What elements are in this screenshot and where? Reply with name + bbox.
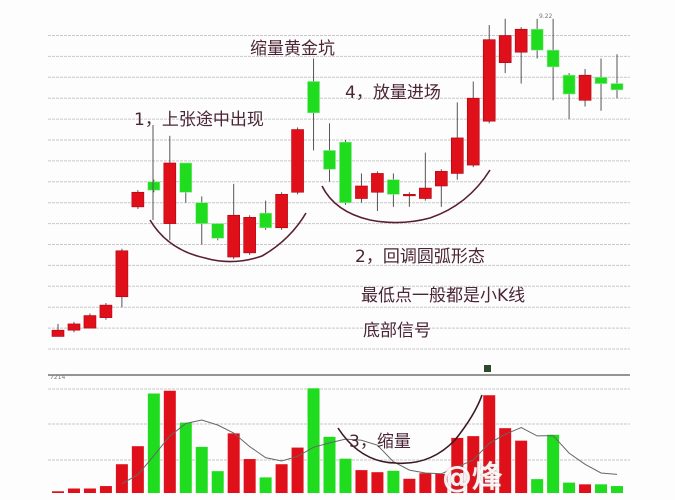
arc-pullback-2: [321, 169, 491, 224]
volume-bar: [243, 459, 256, 493]
candle-down: [147, 181, 161, 191]
top-price-label: 9.22: [539, 13, 553, 20]
volume-bar: [403, 478, 416, 493]
candle-up: [99, 304, 113, 318]
candle-down: [339, 141, 352, 203]
volume-bar: [435, 473, 448, 493]
candle-down: [307, 81, 320, 114]
candle-up: [51, 329, 65, 337]
candle-down: [387, 179, 400, 195]
candle-down: [610, 83, 624, 91]
volume-bar: [611, 486, 623, 493]
candle-up: [498, 35, 512, 63]
volume-bar: [467, 436, 480, 493]
candle-up: [67, 323, 81, 331]
candle-up: [291, 129, 304, 193]
volume-bar: [163, 390, 176, 493]
volume-bar: [451, 437, 464, 493]
watermark: @烽: [442, 460, 502, 495]
volume-bar: [259, 477, 272, 493]
volume-bar: [595, 484, 608, 493]
candle-down: [195, 202, 209, 224]
volume-bar: [147, 393, 160, 493]
volume-bar: [67, 488, 80, 493]
candle-up: [243, 217, 256, 254]
volume-bar: [291, 447, 304, 493]
volume-bar: [563, 482, 576, 493]
candle-down: [546, 49, 560, 68]
volume-bar: [131, 446, 144, 493]
volume-bar: [387, 470, 400, 493]
candle-up: [514, 28, 528, 53]
candle-up: [227, 214, 240, 258]
marker-icon: [484, 365, 491, 372]
volume-bar: [275, 464, 288, 493]
volume-moving-average-line: [121, 419, 618, 485]
annotation-step2-note1: 最低点一般都是小K线: [361, 286, 526, 306]
candle-up: [131, 191, 145, 208]
candle-up: [466, 97, 480, 166]
volume-bar: [227, 433, 240, 493]
candle-down: [530, 28, 544, 51]
volume-bar: [179, 422, 192, 493]
candle-up: [482, 39, 496, 122]
candle-up: [275, 194, 288, 229]
candle-down: [594, 77, 608, 84]
volume-bar: [419, 473, 432, 493]
candle-up: [403, 194, 416, 197]
volume-bar: [195, 446, 208, 493]
annotation-step4: 4，放量进场: [345, 83, 441, 103]
volume-bar: [99, 486, 112, 493]
candle-up: [578, 74, 592, 101]
volume-bar: [115, 464, 128, 493]
candle-up: [115, 250, 129, 298]
volume-bar: [355, 470, 368, 493]
arc-pullback-1: [149, 212, 307, 263]
volume-bar: [339, 458, 352, 493]
annotation-step1: 1，上张途中出现: [134, 110, 264, 130]
volume-bar: [83, 488, 96, 493]
volume-bar: [531, 479, 544, 493]
annotation-step2-note2: 底部信号: [363, 321, 431, 341]
candle-up: [419, 187, 432, 199]
candle-up: [450, 137, 464, 174]
candle-down: [179, 162, 193, 193]
volume-bar: [499, 428, 512, 493]
candle-up: [435, 171, 448, 187]
candle-up: [163, 162, 177, 224]
volume-bar: [515, 440, 528, 493]
annotation-step2: 2，回调圆弧形态: [355, 247, 485, 267]
volume-bar: [211, 471, 224, 493]
candle-down: [259, 212, 272, 229]
annotation-golden-pit: 缩量黄金坑: [250, 39, 335, 59]
candle-down: [211, 223, 225, 239]
volume-bar: [371, 472, 384, 493]
candle-up: [355, 185, 368, 199]
volume-bar: [579, 484, 592, 493]
candle-down: [323, 150, 336, 170]
volume-bar: [52, 491, 64, 493]
candle-up: [371, 173, 384, 193]
volume-bar: [307, 388, 320, 493]
volume-bar: [483, 395, 496, 493]
annotation-step3: 3，缩量: [349, 432, 411, 452]
volume-bar: [323, 436, 336, 493]
candle-down: [562, 74, 576, 95]
candle-up: [83, 315, 97, 329]
volume-bar: [547, 434, 560, 493]
volume-label: 7214: [50, 374, 66, 381]
arc-volume-shrink: [337, 394, 483, 465]
